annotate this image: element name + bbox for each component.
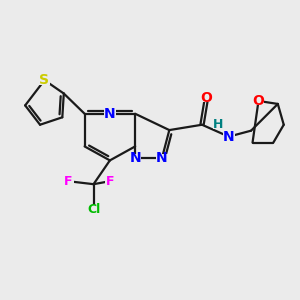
Text: F: F bbox=[64, 175, 73, 188]
FancyBboxPatch shape bbox=[86, 205, 101, 214]
FancyBboxPatch shape bbox=[129, 154, 141, 163]
FancyBboxPatch shape bbox=[156, 154, 168, 163]
FancyBboxPatch shape bbox=[104, 177, 115, 185]
Text: Cl: Cl bbox=[87, 203, 100, 216]
Text: O: O bbox=[200, 91, 212, 105]
Text: F: F bbox=[106, 175, 114, 188]
Text: H: H bbox=[213, 118, 224, 131]
Text: N: N bbox=[129, 151, 141, 165]
FancyBboxPatch shape bbox=[213, 121, 224, 129]
Text: N: N bbox=[223, 130, 235, 144]
Text: O: O bbox=[253, 94, 264, 108]
Text: S: S bbox=[40, 73, 50, 87]
FancyBboxPatch shape bbox=[38, 75, 50, 85]
FancyBboxPatch shape bbox=[104, 109, 116, 118]
FancyBboxPatch shape bbox=[223, 132, 235, 141]
FancyBboxPatch shape bbox=[253, 97, 264, 105]
Text: N: N bbox=[104, 107, 116, 121]
FancyBboxPatch shape bbox=[201, 94, 212, 102]
FancyBboxPatch shape bbox=[63, 177, 74, 185]
Text: N: N bbox=[156, 151, 168, 165]
